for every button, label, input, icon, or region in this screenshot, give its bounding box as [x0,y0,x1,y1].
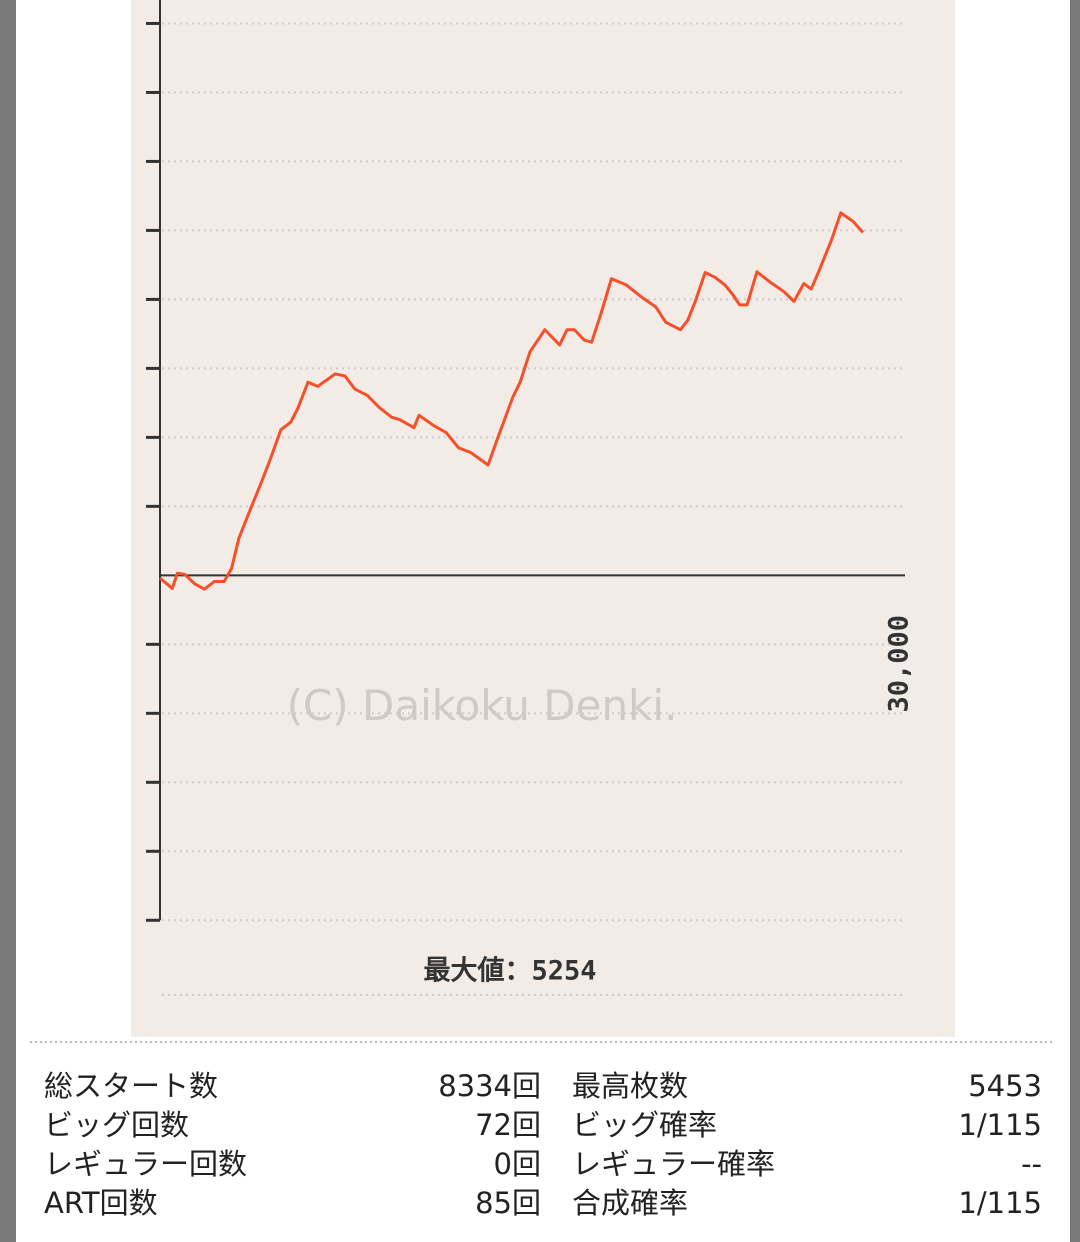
stat-label: ビッグ確率 [572,1108,717,1142]
annotation: 最大値：5254 [423,956,596,987]
stat-value: 72回 [475,1108,541,1142]
stat-value: 1/115 [958,1108,1042,1142]
stat-label: 総スタート数 [44,1069,218,1103]
stat-value: 85回 [475,1186,541,1220]
data-line [159,211,865,591]
x-tick-label: 30,000 [884,615,915,713]
watermark: (C) Daikoku Denki. [287,681,678,730]
stat-value: 1/115 [958,1186,1042,1220]
stat-label: 合成確率 [572,1186,688,1220]
plot: 30,000 [146,0,915,922]
stat-label: ビッグ回数 [44,1108,189,1142]
stats-table: 総スタート数 8334回 最高枚数 5453 ビッグ回数 72回 ビッグ確率 1/115 レギュ… [44,1069,1042,1220]
stat-label: ART回数 [44,1186,158,1220]
stat-value: 8334回 [438,1069,541,1103]
side-border [0,0,16,1242]
chart-panel [131,0,955,1037]
stat-label: 最高枚数 [572,1069,688,1103]
stat-value: -- [1021,1147,1042,1181]
side-border [1070,0,1080,1242]
stat-value: 0回 [494,1147,541,1181]
stat-value: 5453 [968,1069,1042,1103]
stat-label: レギュラー確率 [572,1147,775,1181]
stat-label: レギュラー回数 [44,1147,247,1181]
